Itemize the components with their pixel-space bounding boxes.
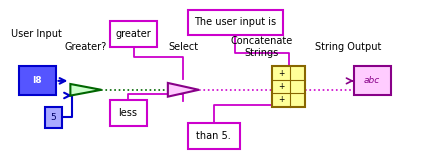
FancyBboxPatch shape: [45, 107, 62, 128]
FancyBboxPatch shape: [19, 66, 55, 96]
Text: 5: 5: [51, 113, 56, 122]
Text: greater: greater: [116, 29, 151, 39]
Text: Concatenate
Strings: Concatenate Strings: [230, 36, 293, 58]
FancyBboxPatch shape: [187, 10, 283, 35]
Text: less: less: [119, 108, 138, 118]
Text: I8: I8: [32, 76, 42, 85]
Polygon shape: [168, 83, 199, 97]
Text: String Output: String Output: [315, 42, 381, 52]
Text: The user input is: The user input is: [194, 17, 276, 28]
Text: +: +: [278, 82, 284, 91]
Text: abc: abc: [364, 76, 380, 85]
FancyBboxPatch shape: [110, 100, 146, 126]
Text: User Input: User Input: [11, 29, 62, 39]
Text: Greater?: Greater?: [65, 42, 107, 52]
FancyBboxPatch shape: [110, 21, 157, 47]
Polygon shape: [70, 84, 101, 96]
FancyBboxPatch shape: [272, 66, 305, 107]
Text: +: +: [278, 69, 284, 78]
Text: than 5.: than 5.: [196, 131, 231, 141]
Text: Select: Select: [168, 42, 198, 52]
FancyBboxPatch shape: [187, 123, 240, 149]
Text: +: +: [278, 95, 284, 104]
FancyBboxPatch shape: [354, 66, 391, 96]
